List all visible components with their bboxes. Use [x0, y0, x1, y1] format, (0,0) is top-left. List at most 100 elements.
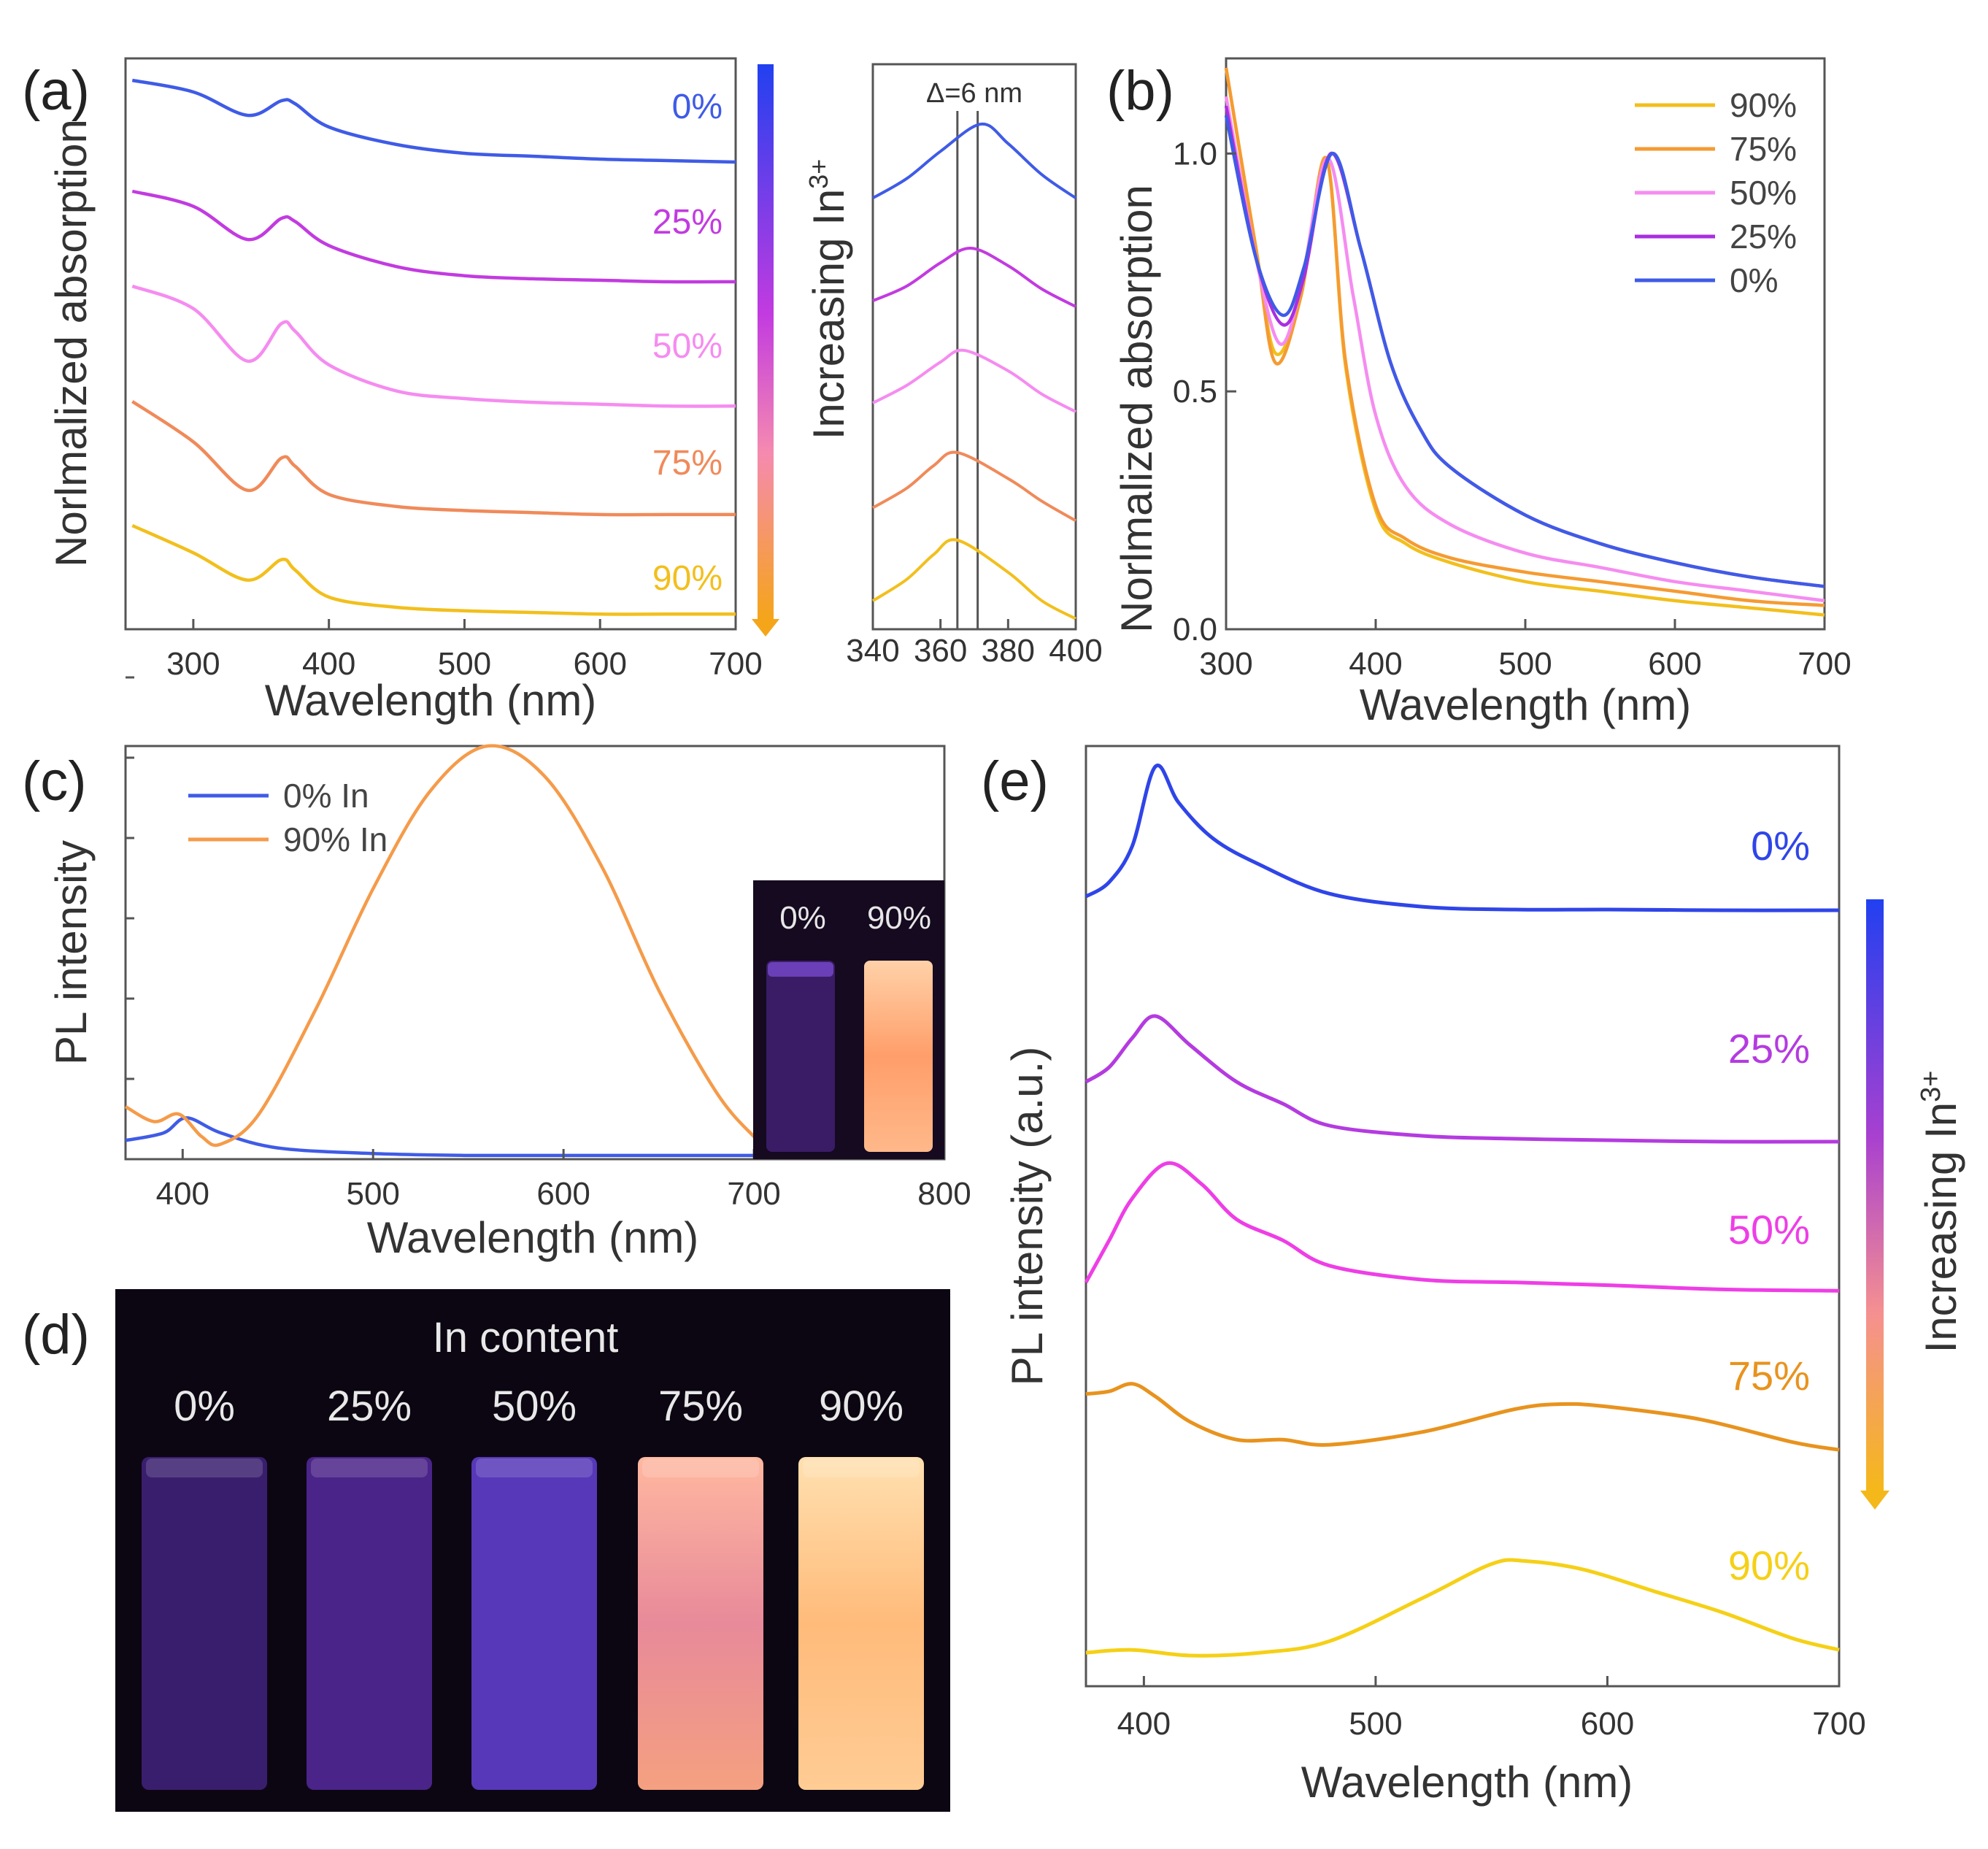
panel-e-line-50 [1084, 1161, 1840, 1293]
panel-a-inset-xtick-label: 400 [1049, 633, 1102, 669]
panel-b-legend-label: 50% [1730, 174, 1797, 212]
panel-c-xtick-label: 600 [536, 1176, 590, 1212]
panel-a-colorbar-label: Increasing In3+ [804, 159, 853, 440]
panel-b-ylabel: Norlmalized absorption [1112, 185, 1161, 633]
panel-a-xtick-label: 600 [574, 646, 627, 682]
panel-e-xtick-label: 700 [1812, 1706, 1865, 1742]
panel-d-title: In content [433, 1314, 619, 1361]
panel-d-vial-75 [638, 1457, 763, 1790]
panel-c-legend-label: 90% In [283, 820, 388, 858]
panel-c-vial-0 [766, 961, 835, 1152]
panel-a-xtick-label: 300 [166, 646, 220, 682]
panel-a-inset: Δ=6 nm 340 360 380 400 [846, 63, 1103, 669]
panel-c-xtick-label: 500 [346, 1176, 399, 1212]
panel-e-xtick-label: 500 [1349, 1706, 1402, 1742]
panel-e-colorbar [1866, 899, 1884, 1491]
panel-a-xtick-label: 400 [302, 646, 355, 682]
panel-b-ytick-label: 1.0 [1173, 136, 1217, 172]
panel-a-inset-annotation: Δ=6 nm [926, 78, 1022, 109]
panel-a-line-90 [131, 523, 736, 616]
panel-b-legend-label: 90% [1730, 86, 1797, 124]
panel-e-series-label: 75% [1728, 1353, 1810, 1399]
panel-d-vial-meniscus [311, 1458, 428, 1477]
panel-a-colorbar-sup: 3+ [804, 159, 833, 189]
panel-b-xtick-label: 700 [1798, 646, 1851, 682]
panel-a-frame [124, 57, 737, 631]
panel-a-line-75 [131, 400, 736, 517]
panel-e-series-label: 0% [1751, 823, 1810, 869]
panel-d-vial-meniscus [642, 1458, 759, 1477]
panel-a-line-0 [131, 78, 736, 164]
panel-d-vial-meniscus [476, 1458, 593, 1477]
panel-d-vial-label: 90% [819, 1383, 904, 1430]
panel-a-inset-xtick-label: 340 [846, 633, 899, 669]
panel-b-ytick-label: 0.0 [1173, 612, 1217, 647]
panel-b-xtick-label: 300 [1199, 646, 1252, 682]
panel-a-xlabel: Wavelength (nm) [265, 676, 597, 725]
panel-c-vial-90 [864, 961, 933, 1152]
panel-a-inset-line-90 [871, 538, 1076, 620]
panel-d-vial-label: 50% [492, 1383, 577, 1430]
panel-e: 0% 25% 50% 75% 90% 400 500 600 700 Wavelength (nm… [981, 745, 1965, 1807]
panel-c-xlabel: Wavelength (nm) [367, 1213, 699, 1262]
panel-c-vial-0-meniscus [768, 962, 833, 977]
panel-e-frame [1084, 745, 1841, 1688]
panel-a-inset-line-50 [872, 348, 1076, 413]
panel-a-colorbar-arrow [752, 619, 779, 637]
panel-c-line-0-in [125, 1116, 906, 1158]
panel-c: 400 500 600 700 800 0% In 90% In 0% 90% Wavelengt… [22, 676, 971, 1262]
panel-d-vial-90 [798, 1457, 924, 1790]
panel-d-vial-meniscus [146, 1458, 263, 1477]
panel-d-vial-meniscus [803, 1458, 920, 1477]
panel-b-legend-label: 0% [1730, 261, 1778, 299]
panel-b-xtick-label: 500 [1498, 646, 1552, 682]
panel-a-colorbar [758, 64, 774, 619]
panel-c-inset-label: 90% [867, 900, 931, 936]
panel-e-xlabel: Wavelength (nm) [1301, 1758, 1633, 1807]
panel-a-inset-line-75 [871, 450, 1076, 523]
panel-b-legend-label: 75% [1730, 130, 1797, 168]
panel-b-xlabel: Wavelength (nm) [1360, 680, 1692, 729]
panel-a-xtick-label: 700 [709, 646, 762, 682]
panel-e-ylabel: PL intensity (a.u.) [1003, 1047, 1052, 1386]
panel-a-series-label: 25% [652, 203, 723, 242]
panel-c-line-90-in [124, 744, 774, 1153]
panel-c-legend-label: 0% In [283, 777, 369, 815]
panel-a-line-25 [131, 189, 736, 284]
panel-e-line-75 [1085, 1382, 1840, 1452]
panel-c-ylabel: PL intensity [47, 840, 96, 1065]
panel-a-series-label: 75% [652, 444, 723, 483]
panel-e-series-label: 25% [1728, 1026, 1810, 1072]
panel-a-ylabel: Norlmalized absorption [47, 119, 96, 567]
panel-a-inset-xtick-label: 360 [914, 633, 967, 669]
panel-e-line-90 [1085, 1558, 1840, 1658]
panel-b-label: (b) [1106, 60, 1174, 122]
panel-c-inset-label: 0% [779, 900, 826, 936]
panel-b-legend-label: 25% [1730, 218, 1797, 255]
panel-a-line-50 [131, 284, 736, 408]
panel-a-inset-xtick-label: 380 [982, 633, 1035, 669]
panel-c-xtick-label: 800 [917, 1176, 971, 1212]
panel-e-xtick-label: 400 [1117, 1706, 1171, 1742]
panel-e-series-label: 50% [1728, 1207, 1810, 1253]
panel-b-line-50 [1224, 96, 1825, 603]
panel-e-series-label: 90% [1728, 1542, 1810, 1588]
panel-b-xtick-label: 400 [1349, 646, 1402, 682]
panel-d-vial-label: 75% [658, 1383, 743, 1430]
panel-e-xtick-label: 600 [1581, 1706, 1634, 1742]
panel-b-ytick-label: 0.5 [1173, 374, 1217, 410]
panel-a-inset-frame [871, 63, 1077, 631]
panel-a-xtick-label: 500 [438, 646, 491, 682]
panel-e-colorbar-label: Increasing In3+ [1916, 1071, 1965, 1353]
panel-b-line-0 [1224, 115, 1825, 588]
panel-a-series-label: 90% [652, 559, 723, 598]
panel-e-label: (e) [981, 750, 1049, 812]
panel-b-line-75 [1224, 67, 1825, 607]
panel-a-series-label: 50% [652, 327, 723, 366]
panel-d-vial-label: 25% [327, 1383, 412, 1430]
panel-c-label: (c) [22, 750, 87, 812]
panel-c-xtick-label: 700 [727, 1176, 780, 1212]
panel-d-vial-0 [142, 1457, 267, 1790]
